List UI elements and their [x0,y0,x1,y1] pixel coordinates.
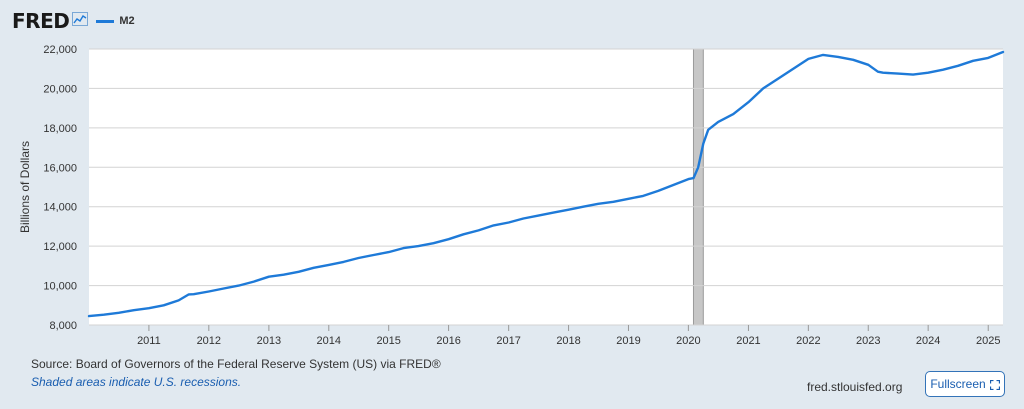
y-tick-label: 14,000 [43,202,77,214]
y-tick-label: 20,000 [43,83,77,95]
fred-logo[interactable]: FRED [12,9,70,33]
x-tick-label: 2020 [676,335,700,347]
x-tick-label: 2021 [736,335,760,347]
x-tick-label: 2012 [197,335,221,347]
x-tick-label: 2024 [916,335,940,347]
fullscreen-corners-icon [989,379,1000,391]
y-tick-label: 18,000 [43,123,77,135]
y-tick-label: 22,000 [43,44,77,56]
x-tick-label: 2013 [257,335,281,347]
x-tick-label: 2022 [796,335,820,347]
x-tick-label: 2018 [556,335,580,347]
series-line-m2 [87,50,1005,318]
y-axis-title: Billions of Dollars [18,141,32,233]
fullscreen-button[interactable]: Fullscreen [925,371,1005,397]
y-tick-label: 16,000 [43,162,77,174]
plot-area [89,49,1003,325]
x-tick-label: 2011 [137,335,161,347]
x-tick-label: 2017 [496,335,520,347]
x-tick-label: 2016 [436,335,460,347]
recession-note: Shaded areas indicate U.S. recessions. [31,375,242,389]
y-tick-label: 10,000 [43,281,77,293]
chart-legend: M2 [96,15,135,27]
line-graph-icon [72,11,89,31]
x-tick-label: 2014 [317,335,341,347]
site-url[interactable]: fred.stlouisfed.org [807,380,903,394]
y-tick-label: 12,000 [43,241,77,253]
source-text: Source: Board of Governors of the Federa… [31,357,441,371]
m2-line-chart[interactable]: 8,000 10,000 12,000 14,000 16,000 18,000 20,00… [0,0,1024,352]
x-tick-label: 2023 [856,335,880,347]
legend-label-m2: M2 [119,15,135,27]
recession-band [692,48,704,326]
x-tick-label: 2019 [616,335,640,347]
legend-swatch-m2 [96,19,115,23]
x-tick-label: 2015 [376,335,400,347]
x-tick-label: 2025 [976,335,1000,347]
fullscreen-label: Fullscreen [930,377,986,391]
y-tick-label: 8,000 [49,320,77,332]
chart-header: FRED M2 [12,9,135,33]
